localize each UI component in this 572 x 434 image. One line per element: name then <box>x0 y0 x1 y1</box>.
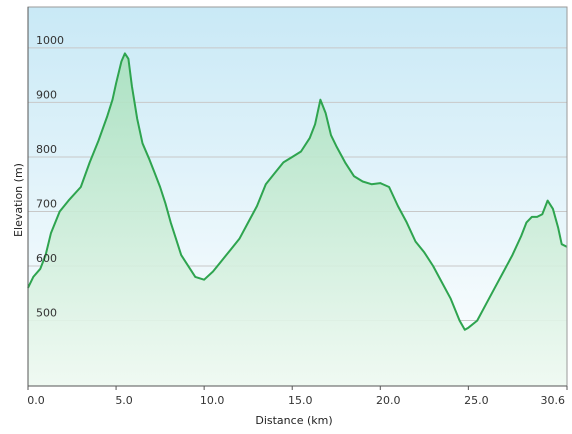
x-axis-title: Distance (km) <box>255 414 332 427</box>
y-tick-label: 900 <box>36 88 57 101</box>
x-tick-label: 20.0 <box>376 394 401 407</box>
y-tick-label: 1000 <box>36 34 64 47</box>
x-tick-label: 25.0 <box>464 394 489 407</box>
x-tick-label: 0.0 <box>27 394 45 407</box>
x-tick-label: 10.0 <box>200 394 225 407</box>
x-tick-label: 5.0 <box>115 394 133 407</box>
x-axis-ticks: 0.0 5.0 10.0 15.0 20.0 25.0 30.6 <box>27 386 568 407</box>
elevation-area-fill <box>28 53 567 387</box>
y-axis-title: Elevation (m) <box>12 163 25 237</box>
y-tick-label: 500 <box>36 307 57 320</box>
x-tick-label: 30.6 <box>541 394 566 407</box>
y-tick-label: 600 <box>36 252 57 265</box>
y-tick-label: 800 <box>36 143 57 156</box>
elevation-line <box>27 52 568 331</box>
y-axis-ticks: 500 600 700 800 900 1000 <box>36 34 64 320</box>
x-tick-label: 15.0 <box>288 394 313 407</box>
y-tick-label: 700 <box>36 197 57 210</box>
